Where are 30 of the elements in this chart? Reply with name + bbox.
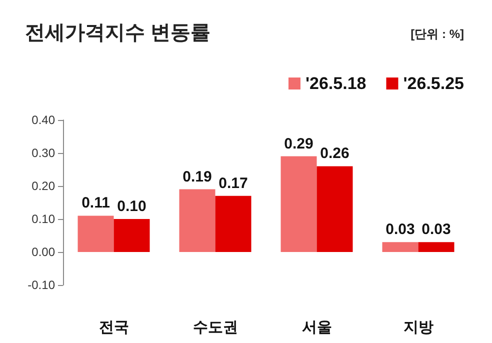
y-tick-label: 0.30 bbox=[32, 146, 56, 160]
bar bbox=[179, 189, 216, 252]
x-tick-label: 서울 bbox=[302, 319, 332, 336]
y-tick-label: 0.40 bbox=[32, 113, 56, 127]
legend-label: '26.5.18 bbox=[305, 74, 366, 93]
y-tick-label: 0.10 bbox=[32, 212, 56, 226]
bar bbox=[215, 196, 252, 252]
y-tick-label: 0.00 bbox=[32, 245, 56, 259]
bar bbox=[114, 219, 150, 252]
data-label: 0.10 bbox=[117, 198, 146, 215]
x-tick-label: 전국 bbox=[98, 319, 129, 336]
data-label: 0.26 bbox=[320, 145, 350, 162]
data-label: 0.17 bbox=[218, 174, 248, 192]
data-label: 0.03 bbox=[422, 221, 451, 238]
x-tick-label: 수도권 bbox=[192, 319, 238, 336]
data-label: 0.03 bbox=[386, 221, 415, 238]
bar bbox=[382, 242, 418, 252]
legend-label: '26.5.25 bbox=[403, 74, 464, 93]
x-tick-label: 지방 bbox=[403, 319, 434, 336]
bar bbox=[316, 166, 353, 252]
chart-title: 전세가격지수 변동률 bbox=[25, 22, 211, 44]
bar bbox=[280, 156, 317, 252]
bar bbox=[78, 216, 114, 252]
data-label: 0.19 bbox=[182, 168, 212, 186]
text: [단위 : %] bbox=[410, 27, 464, 41]
data-label: 0.29 bbox=[284, 135, 314, 152]
y-tick-label: -0.10 bbox=[28, 278, 56, 292]
bar bbox=[418, 242, 454, 252]
y-tick-label: 0.20 bbox=[32, 179, 56, 193]
data-label: 0.11 bbox=[82, 194, 110, 212]
